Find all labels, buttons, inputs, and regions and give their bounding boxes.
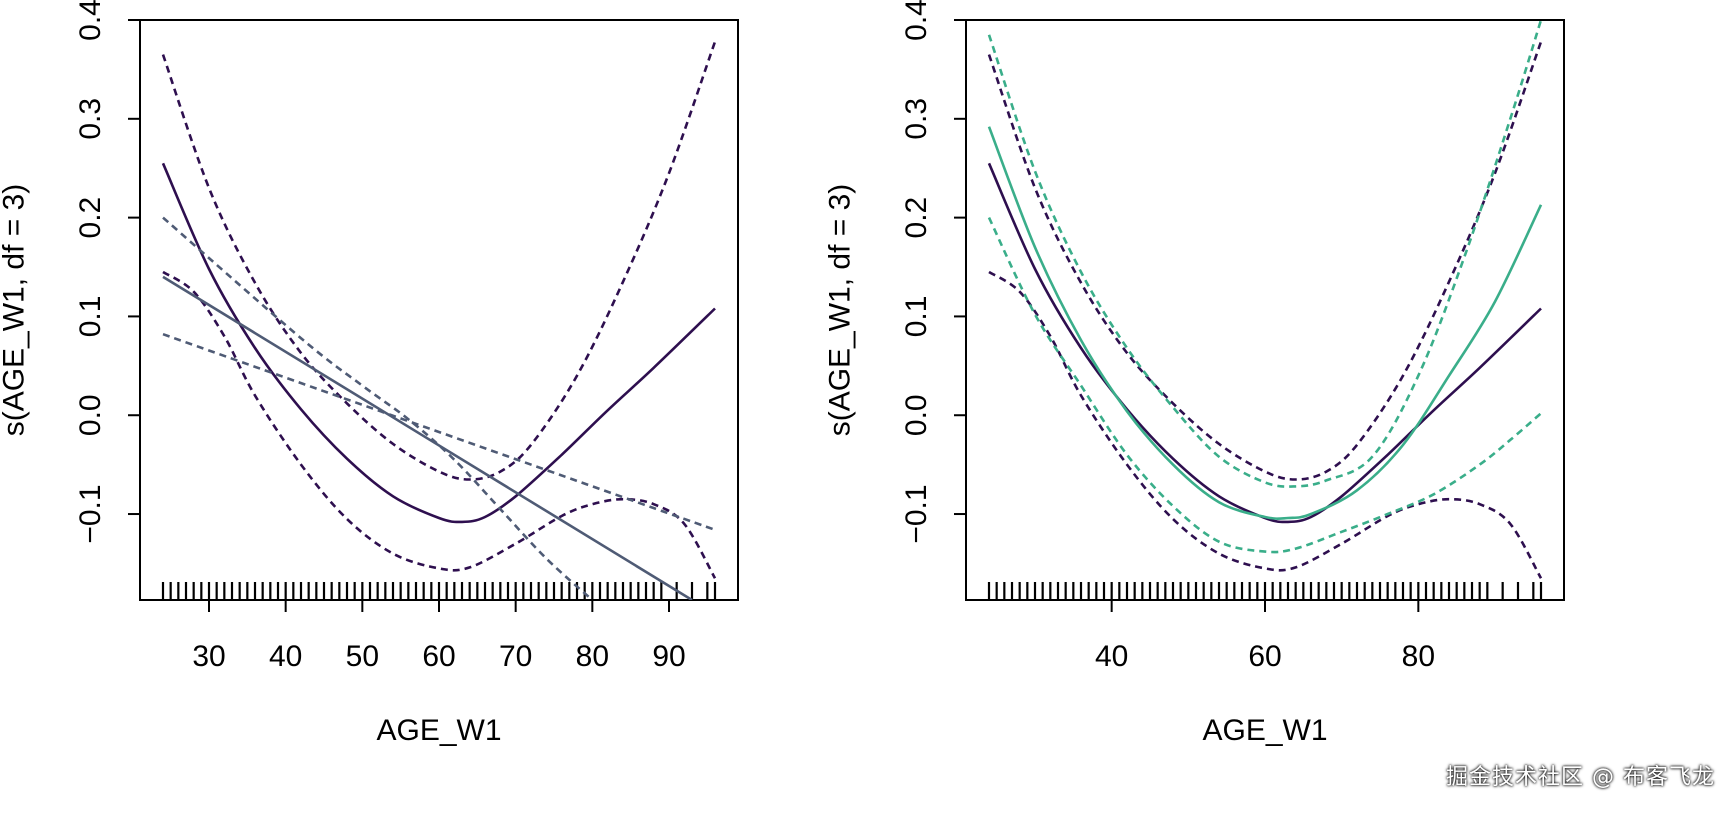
x-tick-label: 40 (269, 640, 302, 673)
x-tick-label: 50 (346, 640, 379, 673)
x-axis-title: AGE_W1 (1202, 714, 1327, 747)
x-tick-label: 40 (1095, 640, 1128, 673)
series-line-spline-fit (161, 162, 716, 524)
rug (987, 582, 1543, 600)
y-tick-label: 0.4 (74, 0, 107, 41)
series-line-linear-fit (162, 275, 693, 600)
y-tick-label: 0.0 (74, 394, 107, 436)
series-line-purple-upper-band (987, 41, 1543, 481)
series-line-linear-lower-band (162, 216, 594, 600)
plot-frame (139, 19, 739, 601)
y-tick-label: −0.1 (900, 484, 933, 543)
series-line-green-upper-band (987, 20, 1543, 488)
series-line-spline-fit-green- (987, 126, 1543, 520)
right-panel: −0.1 0.0 0.1 0.2 0.3 0.4 40 60 80 AGE_W1 s(AGE_W1,… (824, 0, 1565, 747)
series-group (987, 20, 1543, 579)
y-tick-label: 0.1 (900, 296, 933, 338)
x-tick-label: 30 (192, 640, 225, 673)
y-axis-title: s(AGE_W1, df = 3) (0, 184, 31, 437)
series-line-green-lower-band (987, 217, 1542, 554)
series-line-spline-fit-purple- (987, 162, 1542, 524)
series-group (161, 41, 717, 600)
watermark: 掘金技术社区 @ 布客飞龙 (1446, 765, 1715, 790)
x-tick-label: 80 (576, 640, 609, 673)
rug (161, 582, 717, 600)
y-tick-label: −0.1 (74, 484, 107, 543)
y-tick-label: 0.1 (74, 296, 107, 338)
y-tick-label: 0.4 (900, 0, 933, 41)
x-tick-label: 90 (652, 640, 685, 673)
x-tick-label: 80 (1402, 640, 1435, 673)
y-tick-label: 0.2 (74, 197, 107, 239)
series-line-purple-lower-band (988, 270, 1543, 579)
y-axis-title: s(AGE_W1, df = 3) (824, 184, 857, 437)
x-tick-label: 60 (1248, 640, 1281, 673)
y-tick-label: 0.0 (900, 394, 933, 436)
x-tick-label: 60 (422, 640, 455, 673)
x-axis-title: AGE_W1 (376, 714, 501, 747)
y-tick-label: 0.2 (900, 197, 933, 239)
series-line-linear-upper-band (162, 332, 716, 532)
series-line-spline-upper-band (161, 41, 717, 481)
y-tick-label: 0.3 (900, 98, 933, 140)
plot-frame (965, 19, 1565, 601)
x-tick-label: 70 (499, 640, 532, 673)
y-tick-label: 0.3 (74, 98, 107, 140)
left-panel: −0.1 0.0 0.1 0.2 0.3 0.4 30 40 50 60 70 80 90 AGE_W1 s… (0, 0, 739, 747)
series-line-spline-lower-band (162, 270, 717, 579)
